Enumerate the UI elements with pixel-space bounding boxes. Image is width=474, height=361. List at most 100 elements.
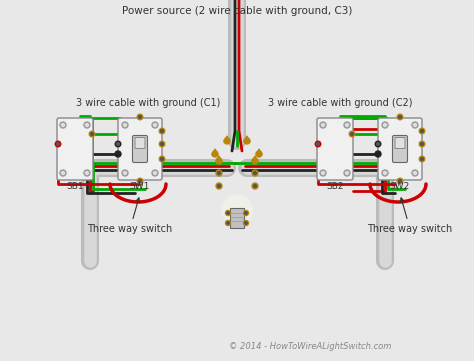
- Polygon shape: [252, 156, 258, 162]
- Text: 3 wire cable with ground (C2): 3 wire cable with ground (C2): [268, 98, 412, 108]
- Circle shape: [218, 171, 220, 174]
- Circle shape: [85, 123, 89, 126]
- FancyBboxPatch shape: [317, 118, 353, 180]
- Circle shape: [62, 123, 64, 126]
- Circle shape: [375, 141, 381, 147]
- Circle shape: [412, 122, 418, 128]
- Text: SB1: SB1: [66, 182, 84, 191]
- Circle shape: [159, 156, 165, 162]
- Polygon shape: [216, 156, 222, 162]
- Circle shape: [315, 141, 321, 147]
- Circle shape: [216, 158, 222, 164]
- Circle shape: [419, 156, 425, 162]
- Circle shape: [159, 141, 165, 147]
- Circle shape: [351, 132, 354, 135]
- Circle shape: [89, 131, 95, 137]
- Circle shape: [226, 210, 230, 216]
- Circle shape: [344, 170, 350, 176]
- Polygon shape: [212, 149, 218, 155]
- Text: SW1: SW1: [130, 182, 150, 191]
- Circle shape: [84, 170, 90, 176]
- Circle shape: [245, 222, 247, 224]
- Circle shape: [161, 130, 164, 132]
- Circle shape: [56, 143, 59, 145]
- Circle shape: [154, 171, 156, 174]
- FancyBboxPatch shape: [133, 135, 147, 162]
- FancyBboxPatch shape: [57, 118, 93, 180]
- Circle shape: [122, 122, 128, 128]
- Circle shape: [245, 212, 247, 214]
- Circle shape: [399, 116, 401, 118]
- Circle shape: [154, 123, 156, 126]
- Circle shape: [377, 143, 379, 145]
- Text: Three way switch: Three way switch: [367, 198, 453, 234]
- Polygon shape: [224, 136, 230, 142]
- Circle shape: [252, 170, 258, 176]
- Circle shape: [344, 122, 350, 128]
- Circle shape: [227, 222, 229, 224]
- Circle shape: [252, 158, 258, 164]
- Circle shape: [419, 141, 425, 147]
- Circle shape: [122, 170, 128, 176]
- Circle shape: [420, 130, 423, 132]
- Circle shape: [55, 141, 61, 147]
- Circle shape: [383, 171, 386, 174]
- Circle shape: [412, 170, 418, 176]
- Circle shape: [152, 170, 158, 176]
- Circle shape: [161, 143, 164, 145]
- Circle shape: [413, 123, 417, 126]
- Polygon shape: [244, 136, 250, 142]
- Circle shape: [138, 180, 141, 182]
- Circle shape: [85, 171, 89, 174]
- Circle shape: [317, 143, 319, 145]
- Circle shape: [91, 132, 93, 135]
- Circle shape: [222, 195, 252, 225]
- Circle shape: [420, 158, 423, 160]
- Circle shape: [138, 116, 141, 118]
- Circle shape: [244, 138, 250, 144]
- FancyBboxPatch shape: [395, 138, 405, 148]
- Circle shape: [346, 123, 348, 126]
- Circle shape: [252, 183, 258, 189]
- Text: Three way switch: Three way switch: [87, 198, 173, 234]
- Circle shape: [62, 171, 64, 174]
- Circle shape: [254, 171, 256, 174]
- Circle shape: [124, 123, 127, 126]
- Circle shape: [256, 151, 262, 157]
- FancyBboxPatch shape: [118, 118, 162, 180]
- Circle shape: [159, 128, 165, 134]
- Circle shape: [216, 170, 222, 176]
- Circle shape: [244, 210, 248, 216]
- Circle shape: [137, 178, 143, 184]
- Polygon shape: [256, 149, 262, 155]
- Circle shape: [152, 122, 158, 128]
- Circle shape: [124, 171, 127, 174]
- Circle shape: [161, 158, 164, 160]
- Text: SW2: SW2: [390, 182, 410, 191]
- Circle shape: [321, 171, 325, 174]
- Circle shape: [321, 123, 325, 126]
- Circle shape: [226, 221, 230, 226]
- Circle shape: [60, 170, 66, 176]
- Bar: [230, 208, 244, 228]
- FancyBboxPatch shape: [378, 118, 422, 180]
- Circle shape: [320, 170, 326, 176]
- Circle shape: [399, 180, 401, 182]
- Circle shape: [413, 171, 417, 174]
- Circle shape: [216, 183, 222, 189]
- Text: Power source (2 wire cable with ground, C3): Power source (2 wire cable with ground, …: [122, 6, 352, 16]
- Circle shape: [117, 143, 119, 145]
- FancyBboxPatch shape: [135, 138, 145, 148]
- Circle shape: [115, 141, 121, 147]
- Circle shape: [397, 178, 403, 184]
- Circle shape: [224, 138, 230, 144]
- FancyBboxPatch shape: [392, 135, 408, 162]
- Circle shape: [218, 184, 220, 187]
- Text: © 2014 - HowToWireALightSwitch.com: © 2014 - HowToWireALightSwitch.com: [229, 342, 391, 351]
- Circle shape: [397, 114, 403, 120]
- Circle shape: [244, 221, 248, 226]
- Circle shape: [383, 123, 386, 126]
- Circle shape: [60, 122, 66, 128]
- Circle shape: [115, 151, 121, 157]
- Circle shape: [227, 212, 229, 214]
